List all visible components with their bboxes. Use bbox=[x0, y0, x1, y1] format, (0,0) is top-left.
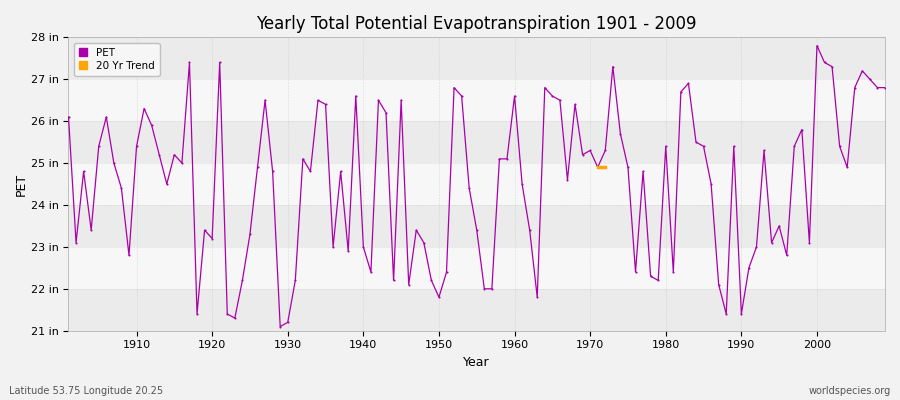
Bar bbox=[68, 121, 885, 163]
Bar bbox=[68, 37, 885, 79]
Y-axis label: PET: PET bbox=[15, 172, 28, 196]
Bar bbox=[68, 79, 885, 121]
X-axis label: Year: Year bbox=[464, 356, 490, 369]
Bar bbox=[68, 289, 885, 331]
Title: Yearly Total Potential Evapotranspiration 1901 - 2009: Yearly Total Potential Evapotranspiratio… bbox=[256, 15, 697, 33]
Text: worldspecies.org: worldspecies.org bbox=[809, 386, 891, 396]
Bar bbox=[68, 163, 885, 205]
Bar bbox=[68, 247, 885, 289]
Bar bbox=[68, 205, 885, 247]
Text: Latitude 53.75 Longitude 20.25: Latitude 53.75 Longitude 20.25 bbox=[9, 386, 163, 396]
Legend: PET, 20 Yr Trend: PET, 20 Yr Trend bbox=[74, 42, 159, 76]
